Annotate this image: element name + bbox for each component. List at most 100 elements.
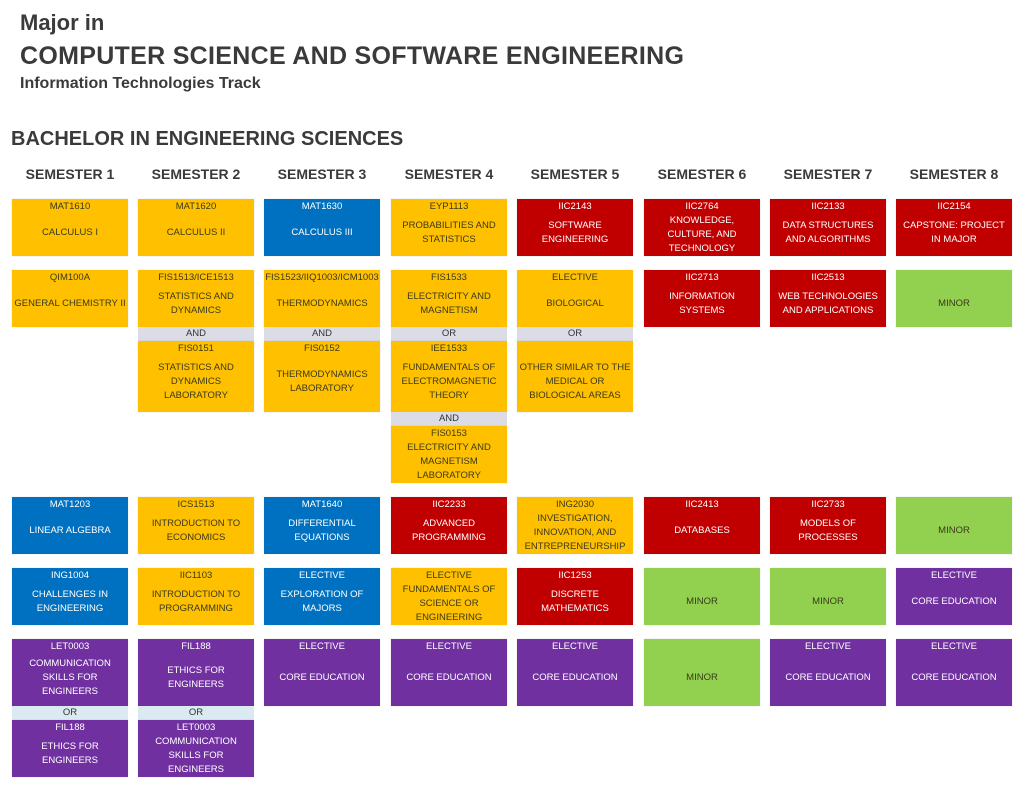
- course-box: FIL188 ETHICS FOR ENGINEERS: [12, 720, 128, 777]
- course-name: CORE EDUCATION: [911, 596, 997, 607]
- course-box: FIS1523/IIQ1003/ICM1003 THERMODYNAMICS: [264, 270, 380, 327]
- course-box: ICS1513 INTRODUCTION TO ECONOMICS: [138, 497, 254, 554]
- course-box: QIM100A GENERAL CHEMISTRY II: [12, 270, 128, 327]
- course-slot: MINOR: [896, 270, 1012, 327]
- course-slot: ELECTIVE CORE EDUCATION: [264, 639, 380, 706]
- course-slot: MINOR: [896, 497, 1012, 554]
- course-name: FUNDAMENTALS OF SCIENCE OR ENGINEERING: [402, 584, 496, 623]
- course-box: ING1004 CHALLENGES IN ENGINEERING: [12, 568, 128, 625]
- course-code: ELECTIVE: [552, 641, 598, 652]
- course-name: ELECTRICITY AND MAGNETISM: [407, 291, 491, 316]
- course-code: ELECTIVE: [426, 570, 472, 581]
- course-name: STATISTICS AND DYNAMICS LABORATORY: [158, 362, 234, 401]
- course-slot: ELECTIVE CORE EDUCATION: [517, 639, 633, 706]
- course-slot: MAT1640 DIFFERENTIAL EQUATIONS: [264, 497, 380, 554]
- course-code: IIC2133: [811, 201, 845, 212]
- course-slot: MAT1620 CALCULUS II: [138, 199, 254, 256]
- course-box: IIC2764 KNOWLEDGE, CULTURE, AND TECHNOLOG…: [644, 199, 760, 256]
- semester-header: SEMESTER 7: [783, 166, 873, 182]
- course-box: IIC2413 DATABASES: [644, 497, 760, 554]
- course-code: IEE1533: [430, 343, 468, 354]
- course-box: IIC1103 INTRODUCTION TO PROGRAMMING: [138, 568, 254, 625]
- course-slot: ELECTIVE CORE EDUCATION: [770, 639, 886, 706]
- course-slot: IIC2154 CAPSTONE: PROJECT IN MAJOR: [896, 199, 1012, 256]
- course-code: FIL188: [181, 641, 211, 652]
- course-name: CORE EDUCATION: [532, 672, 618, 683]
- course-code: ELECTIVE: [426, 641, 472, 652]
- course-name: PROBABILITIES AND STATISTICS: [402, 220, 496, 245]
- course-name: MINOR: [686, 672, 718, 683]
- course-slot: MAT1630 CALCULUS III: [264, 199, 380, 256]
- course-name: BIOLOGICAL: [546, 298, 604, 309]
- course-name: DATABASES: [674, 525, 730, 536]
- course-slot: IIC2764 KNOWLEDGE, CULTURE, AND TECHNOLOG…: [644, 199, 760, 256]
- semester-header: SEMESTER 8: [909, 166, 999, 182]
- course-box: MAT1203 LINEAR ALGEBRA: [12, 497, 128, 554]
- course-name: DIFFERENTIAL EQUATIONS: [288, 518, 356, 543]
- course-code: IIC2143: [558, 201, 592, 212]
- semester-header: SEMESTER 3: [277, 166, 367, 182]
- course-code: IIC1103: [179, 570, 213, 581]
- course-slot: IIC2413 DATABASES: [644, 497, 760, 554]
- course-code: FIS1533: [431, 272, 467, 283]
- course-code: ELECTIVE: [931, 641, 977, 652]
- course-code: MAT1640: [301, 499, 343, 510]
- course-box: ELECTIVE CORE EDUCATION: [391, 639, 507, 706]
- course-slot: ELECTIVE BIOLOGICAL OR OTHER SIMILAR TO THE…: [517, 270, 633, 412]
- course-box: LET0003 COMMUNICATION SKILLS FOR ENGINEER…: [138, 720, 254, 777]
- course-code: ING1004: [50, 570, 90, 581]
- section-title: BACHELOR IN ENGINEERING SCIENCES: [11, 128, 404, 150]
- course-name: MINOR: [812, 596, 844, 607]
- connector-or: OR: [12, 706, 128, 720]
- course-slot: ELECTIVE EXPLORATION OF MAJORS: [264, 568, 380, 625]
- course-slot: EYP1113 PROBABILITIES AND STATISTICS: [391, 199, 507, 256]
- course-code: FIS0151: [178, 343, 214, 354]
- course-slot: ELECTIVE CORE EDUCATION: [896, 568, 1012, 625]
- course-code: IIC2513: [811, 272, 845, 283]
- course-name: CALCULUS I: [42, 227, 98, 238]
- course-box: IIC2143 SOFTWARE ENGINEERING: [517, 199, 633, 256]
- course-slot: IIC1253 DISCRETE MATHEMATICS: [517, 568, 633, 625]
- course-box: ELECTIVE CORE EDUCATION: [517, 639, 633, 706]
- course-code: EYP1113: [429, 201, 469, 212]
- course-box: IIC1253 DISCRETE MATHEMATICS: [517, 568, 633, 625]
- course-box: ELECTIVE CORE EDUCATION: [770, 639, 886, 706]
- connector-or: OR: [138, 706, 254, 720]
- course-slot: ING2030 INVESTIGATION, INNOVATION, AND EN…: [517, 497, 633, 554]
- course-code: ELECTIVE: [299, 570, 345, 581]
- course-slot: IIC2233 ADVANCED PROGRAMMING: [391, 497, 507, 554]
- course-name: ADVANCED PROGRAMMING: [412, 518, 486, 543]
- course-slot: IIC2133 DATA STRUCTURES AND ALGORITHMS: [770, 199, 886, 256]
- course-box: ELECTIVE CORE EDUCATION: [896, 568, 1012, 625]
- course-box: FIL188 ETHICS FOR ENGINEERS: [138, 639, 254, 706]
- course-slot: QIM100A GENERAL CHEMISTRY II: [12, 270, 128, 327]
- course-slot: IIC2513 WEB TECHNOLOGIES AND APPLICATIONS: [770, 270, 886, 327]
- course-box: IIC2713 INFORMATION SYSTEMS: [644, 270, 760, 327]
- course-code: IIC2233: [432, 499, 466, 510]
- course-box: MAT1640 DIFFERENTIAL EQUATIONS: [264, 497, 380, 554]
- course-code: IIC2413: [685, 499, 719, 510]
- course-box: EYP1113 PROBABILITIES AND STATISTICS: [391, 199, 507, 256]
- course-code: FIS0152: [304, 343, 340, 354]
- course-name: GENERAL CHEMISTRY II: [14, 298, 126, 309]
- course-name: OTHER SIMILAR TO THE MEDICAL OR BIOLOGIC…: [519, 362, 631, 401]
- course-code: IIC1253: [558, 570, 592, 581]
- course-code: ELECTIVE: [931, 570, 977, 581]
- major-title: COMPUTER SCIENCE AND SOFTWARE ENGINEERIN…: [20, 42, 685, 70]
- course-code: ELECTIVE: [552, 272, 598, 283]
- course-slot: ICS1513 INTRODUCTION TO ECONOMICS: [138, 497, 254, 554]
- course-name: ELECTRICITY AND MAGNETISM LABORATORY: [407, 442, 491, 481]
- course-code: FIS1513/ICE1513: [158, 272, 234, 283]
- course-slot: IIC2733 MODELS OF PROCESSES: [770, 497, 886, 554]
- course-slot: MINOR: [644, 568, 760, 625]
- course-name: EXPLORATION OF MAJORS: [280, 589, 364, 614]
- course-name: THERMODYNAMICS: [276, 298, 368, 309]
- course-name: MINOR: [686, 596, 718, 607]
- course-name: CAPSTONE: PROJECT IN MAJOR: [903, 220, 1005, 245]
- course-name: INFORMATION SYSTEMS: [669, 291, 735, 316]
- course-slot: FIL188 ETHICS FOR ENGINEERS OR LET0003 COMMU…: [138, 639, 254, 777]
- course-box: FIS0152 THERMODYNAMICS LABORATORY: [264, 341, 380, 412]
- course-code: LET0003: [50, 641, 90, 652]
- course-code: MAT1610: [49, 201, 91, 212]
- connector-and: AND: [138, 327, 254, 341]
